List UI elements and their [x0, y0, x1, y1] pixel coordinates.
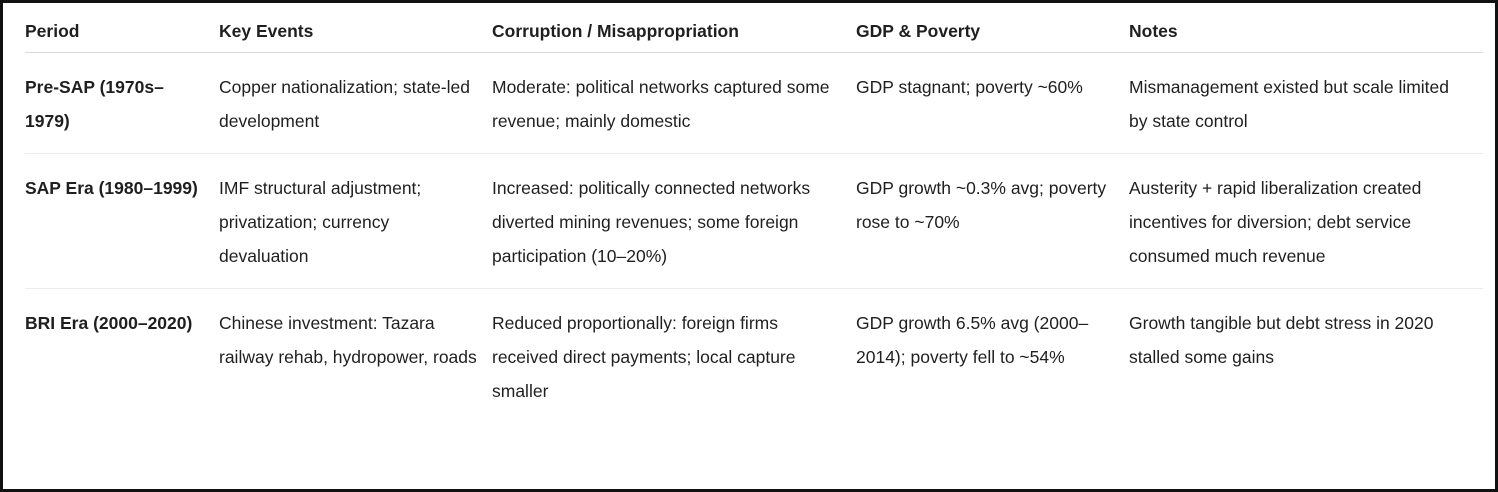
cell-period: SAP Era (1980–1999): [25, 178, 198, 198]
table-row: Pre-SAP (1970s–1979) Copper nationalizat…: [25, 53, 1483, 154]
comparison-table: Period Key Events Corruption / Misapprop…: [25, 11, 1483, 423]
table-row: BRI Era (2000–2020) Chinese investment: …: [25, 289, 1483, 424]
table-row: SAP Era (1980–1999) IMF structural adjus…: [25, 154, 1483, 289]
header-corruption: Corruption / Misappropriation: [492, 11, 856, 53]
cell-period: BRI Era (2000–2020): [25, 313, 193, 333]
header-key-events: Key Events: [219, 11, 492, 53]
header-gdp-poverty: GDP & Poverty: [856, 11, 1129, 53]
cell-notes: Mismanagement existed but scale limited …: [1129, 77, 1450, 131]
header-period: Period: [25, 11, 219, 53]
cell-key-events: Copper nationalization; state-led develo…: [219, 77, 470, 131]
cell-gdp-poverty: GDP growth 6.5% avg (2000–2014); poverty…: [856, 313, 1089, 367]
cell-gdp-poverty: GDP growth ~0.3% avg; poverty rose to ~7…: [856, 178, 1107, 232]
table-header-row: Period Key Events Corruption / Misapprop…: [25, 11, 1483, 53]
header-notes: Notes: [1129, 11, 1483, 53]
cell-key-events: IMF structural adjustment; privatization…: [219, 178, 422, 266]
cell-gdp-poverty: GDP stagnant; poverty ~60%: [856, 77, 1083, 97]
cell-corruption: Reduced proportionally: foreign firms re…: [492, 313, 796, 401]
cell-notes: Growth tangible but debt stress in 2020 …: [1129, 313, 1434, 367]
cell-key-events: Chinese investment: Tazara railway rehab…: [219, 313, 477, 367]
cell-corruption: Increased: politically connected network…: [492, 178, 811, 266]
cell-period: Pre-SAP (1970s–1979): [25, 77, 164, 131]
cell-corruption: Moderate: political networks captured so…: [492, 77, 830, 131]
cell-notes: Austerity + rapid liberalization created…: [1129, 178, 1422, 266]
